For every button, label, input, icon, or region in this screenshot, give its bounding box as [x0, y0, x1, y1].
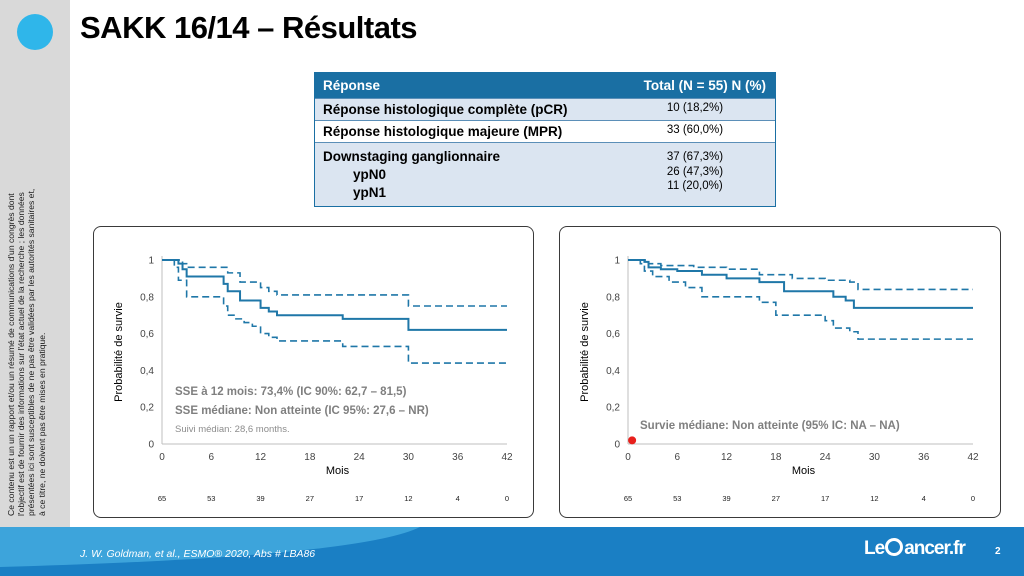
red-marker-dot	[628, 436, 637, 445]
row-label: Downstaging ganglionnaire	[323, 149, 501, 164]
x-tick-label: 30	[403, 452, 415, 463]
y-tick-label: 0,2	[606, 403, 620, 414]
row-label-sub: ypN0	[353, 167, 387, 182]
x-tick-label: 24	[820, 452, 832, 463]
y-tick-label: 1	[148, 256, 154, 267]
table-header-total: Total (N = 55) N (%)	[643, 78, 766, 93]
disclaimer: Ce contenu est un un rapport et/ou un ré…	[6, 188, 47, 516]
x-tick-label: 18	[304, 452, 316, 463]
x-tick-label: 36	[918, 452, 930, 463]
slide-title: SAKK 16/14 – Résultats	[80, 10, 418, 45]
row-value: 37 (67,3%)	[666, 151, 724, 163]
row-value: 10 (18,2%)	[666, 102, 724, 114]
table-row: Réponse histologique majeure (MPR) 33 (6…	[315, 120, 775, 142]
x-tick-label: 12	[255, 452, 267, 463]
y-axis-label: Probabilité de survie	[579, 302, 591, 402]
x-tick-label: 6	[209, 452, 215, 463]
y-tick-label: 0,6	[140, 329, 154, 340]
at-risk-count: 27	[306, 494, 314, 503]
x-tick-label: 6	[675, 452, 681, 463]
at-risk-count: 53	[673, 494, 681, 503]
row-label: Réponse histologique complète (pCR)	[323, 102, 568, 117]
at-risk-count: 39	[722, 494, 730, 503]
y-axis-label: Probabilité de survie	[113, 302, 125, 402]
at-risk-count: 12	[870, 494, 878, 503]
chart-annotation: Suivi médian: 28,6 months.	[175, 424, 290, 435]
x-tick-label: 12	[721, 452, 733, 463]
y-tick-label: 0,6	[606, 329, 620, 340]
confidence-bound-curve	[628, 259, 973, 291]
chart-panel-sse: 0 0,2 0,4 0,6 0,8 1 0 65 6 53 12 39 18 27 24 17 30 12 36 4 4…	[93, 226, 534, 518]
x-tick-label: 18	[770, 452, 782, 463]
y-tick-label: 0	[148, 440, 154, 451]
chart-annotation: SSE médiane: Non atteinte (IC 95%: 27,6 …	[175, 405, 429, 417]
at-risk-count: 39	[256, 494, 264, 503]
x-tick-label: 36	[452, 452, 464, 463]
chart-annotation: Survie médiane: Non atteinte (95% IC: NA…	[640, 420, 900, 432]
at-risk-count: 17	[355, 494, 363, 503]
row-value: 33 (60,0%)	[666, 124, 724, 136]
x-axis-label: Mois	[326, 465, 350, 477]
row-label: Réponse histologique majeure (MPR)	[323, 124, 563, 139]
table-row: Réponse histologique complète (pCR) 10 (…	[315, 98, 775, 120]
survival-curve	[628, 259, 973, 309]
results-table: Réponse Total (N = 55) N (%) Réponse his…	[314, 72, 776, 207]
row-label-group: Downstaging ganglionnaire ypN0 ypN1	[315, 143, 615, 206]
x-tick-label: 0	[625, 452, 631, 463]
at-risk-count: 12	[404, 494, 412, 503]
table-header: Réponse Total (N = 55) N (%)	[315, 73, 775, 98]
y-tick-label: 0,4	[140, 366, 154, 377]
chart-annotation: SSE à 12 mois: 73,4% (IC 90%: 62,7 – 81,…	[175, 386, 407, 398]
at-risk-count: 27	[772, 494, 780, 503]
citation: J. W. Goldman, et al., ESMO® 2020, Abs #…	[80, 548, 316, 560]
row-value-group: 37 (67,3%) 26 (47,3%) 11 (20,0%)	[615, 143, 775, 206]
y-tick-label: 1	[614, 256, 620, 267]
y-tick-label: 0,2	[140, 403, 154, 414]
x-axis-label: Mois	[792, 465, 816, 477]
x-tick-label: 0	[159, 452, 165, 463]
km-chart-survival: 0 0,2 0,4 0,6 0,8 1 0 65 6 53 12 39 18 27 24 17 30 12 36 4 4…	[579, 256, 979, 504]
x-tick-label: 42	[967, 452, 979, 463]
logo-dot	[17, 14, 53, 50]
brand-suffix: ancer.fr	[904, 538, 966, 559]
table-header-response: Réponse	[323, 78, 381, 93]
page-number: 2	[995, 546, 1001, 557]
x-tick-label: 42	[501, 452, 513, 463]
at-risk-count: 0	[971, 494, 975, 503]
brand-c-icon	[885, 538, 904, 556]
y-tick-label: 0,4	[606, 366, 620, 377]
left-band	[0, 0, 70, 527]
y-tick-label: 0,8	[140, 292, 154, 303]
at-risk-count: 4	[456, 494, 460, 503]
row-value: 11 (20,0%)	[667, 180, 723, 192]
table-row-group: Downstaging ganglionnaire ypN0 ypN1 37 (…	[315, 142, 775, 206]
brand-logo: Le ancer.fr	[864, 538, 966, 560]
footer-wave	[0, 527, 420, 567]
at-risk-count: 53	[207, 494, 215, 503]
y-tick-label: 0	[614, 440, 620, 451]
chart-panel-survival: 0 0,2 0,4 0,6 0,8 1 0 65 6 53 12 39 18 27 24 17 30 12 36 4 4…	[559, 226, 1001, 518]
y-tick-label: 0,8	[606, 292, 620, 303]
brand-prefix: Le	[864, 538, 885, 559]
at-risk-count: 65	[158, 494, 166, 503]
survival-curve	[162, 259, 507, 331]
km-chart-sse: 0 0,2 0,4 0,6 0,8 1 0 65 6 53 12 39 18 27 24 17 30 12 36 4 4…	[113, 256, 513, 504]
confidence-bound-curve	[162, 259, 507, 307]
confidence-bound-curve	[162, 259, 507, 364]
at-risk-count: 17	[821, 494, 829, 503]
row-value: 26 (47,3%)	[666, 165, 724, 178]
at-risk-count: 65	[624, 494, 632, 503]
row-label-sub: ypN1	[353, 185, 387, 200]
at-risk-count: 0	[505, 494, 509, 503]
confidence-bound-curve	[628, 259, 973, 340]
x-tick-label: 24	[354, 452, 366, 463]
at-risk-count: 4	[922, 494, 926, 503]
x-tick-label: 30	[869, 452, 881, 463]
